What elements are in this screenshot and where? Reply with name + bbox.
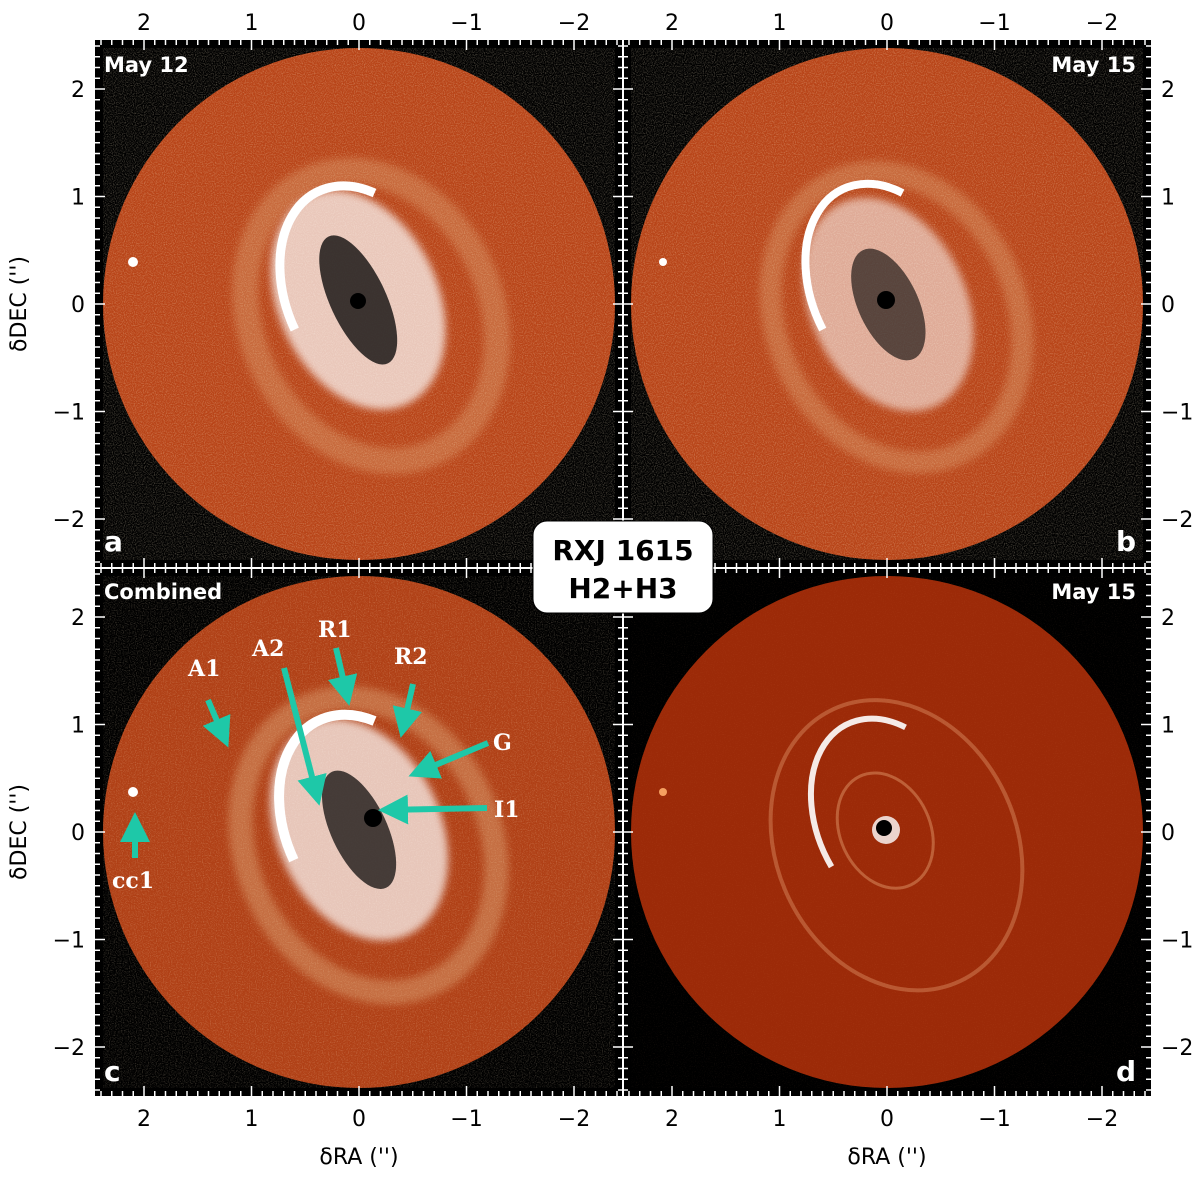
y-tick-label-left: 0 — [71, 293, 85, 318]
x-tick-label-bottom: 2 — [665, 1107, 679, 1132]
x-tick-label-top: 2 — [665, 11, 679, 36]
title-box: RXJ 1615 H2+H3 — [532, 520, 714, 614]
y-axis-label-top: δDEC ('') — [7, 256, 32, 352]
panel-a-letter: a — [104, 525, 123, 558]
panel-b — [631, 48, 1143, 560]
x-tick-label-top: 1 — [773, 11, 787, 36]
arrow-g — [408, 740, 490, 779]
x-tick-label-top: 1 — [245, 11, 259, 36]
x-tick-label-top: −2 — [558, 11, 590, 36]
y-tick-label-left: 2 — [71, 78, 85, 103]
x-tick-label-top: 2 — [137, 11, 151, 36]
x-tick-label-bottom: −2 — [558, 1107, 590, 1132]
y-tick-label-left: 1 — [71, 186, 85, 211]
y-tick-label-left: 1 — [71, 714, 85, 739]
title-line-2: H2+H3 — [568, 572, 677, 605]
label-r2: R2 — [394, 644, 428, 670]
x-tick-label-top: −1 — [978, 11, 1010, 36]
title-line-1: RXJ 1615 — [552, 534, 693, 567]
x-tick-label-bottom: −2 — [1086, 1107, 1118, 1132]
y-tick-label-left: 0 — [71, 821, 85, 846]
y-tick-label-left: −2 — [53, 508, 85, 533]
x-tick-label-bottom: −1 — [978, 1107, 1010, 1132]
label-a1: A1 — [187, 656, 220, 682]
y-tick-label-left: −1 — [53, 929, 85, 954]
panel-d-corner-label: May 15 — [1051, 580, 1136, 604]
label-a2: A2 — [251, 636, 284, 662]
y-tick-label-right: 1 — [1161, 186, 1175, 211]
label-g: G — [493, 730, 512, 756]
y-tick-label-right: −2 — [1161, 1036, 1193, 1061]
y-tick-label-right: 0 — [1161, 293, 1175, 318]
label-r1: R1 — [318, 617, 352, 643]
panel-c — [103, 576, 615, 1088]
x-tick-label-top: −1 — [450, 11, 482, 36]
arrow-i1 — [378, 794, 488, 825]
y-tick-label-right: −2 — [1161, 508, 1193, 533]
y-tick-label-right: 2 — [1161, 78, 1175, 103]
y-tick-label-left: −2 — [53, 1036, 85, 1061]
panel-d-letter: d — [1116, 1055, 1136, 1088]
arrow-r2 — [392, 683, 422, 738]
y-tick-label-right: 1 — [1161, 714, 1175, 739]
y-tick-label-right: 2 — [1161, 606, 1175, 631]
panel-a-corner-label: May 12 — [104, 53, 189, 77]
y-tick-label-right: −1 — [1161, 929, 1193, 954]
x-tick-label-bottom: 0 — [880, 1107, 894, 1132]
x-tick-label-bottom: 1 — [773, 1107, 787, 1132]
y-tick-label-left: −1 — [53, 401, 85, 426]
x-tick-label-top: −2 — [1086, 11, 1118, 36]
y-tick-label-right: 0 — [1161, 821, 1175, 846]
x-tick-label-top: 0 — [880, 11, 894, 36]
y-tick-label-left: 2 — [71, 606, 85, 631]
panel-d — [631, 576, 1143, 1088]
x-tick-label-bottom: −1 — [450, 1107, 482, 1132]
label-i1: I1 — [494, 797, 520, 823]
panel-c-corner-label: Combined — [104, 580, 222, 604]
y-tick-label-right: −1 — [1161, 401, 1193, 426]
x-tick-label-bottom: 0 — [352, 1107, 366, 1132]
x-tick-label-bottom: 2 — [137, 1107, 151, 1132]
tick-labels: 2 2 1 1 0 0 −1 −1 −2 −2 2 2 1 1 0 0 −1 −1 −2 −2 2 2 1 1 0 0 −1 −1 −2… — [53, 11, 1194, 1132]
panel-b-letter: b — [1116, 525, 1136, 558]
label-cc1: cc1 — [112, 868, 154, 894]
arrow-a2 — [281, 667, 327, 806]
x-tick-label-bottom: 1 — [245, 1107, 259, 1132]
panel-a — [103, 48, 615, 560]
arrow-a1 — [202, 698, 231, 748]
panel-b-corner-label: May 15 — [1051, 53, 1136, 77]
x-axis-label-right: δRA ('') — [847, 1145, 926, 1170]
annotation-arrows — [120, 647, 490, 858]
x-tick-label-top: 0 — [352, 11, 366, 36]
x-axis-label-left: δRA ('') — [319, 1145, 398, 1170]
y-axis-label-bottom: δDEC ('') — [7, 784, 32, 880]
panel-c-letter: c — [104, 1055, 121, 1088]
arrow-r1 — [327, 647, 358, 706]
